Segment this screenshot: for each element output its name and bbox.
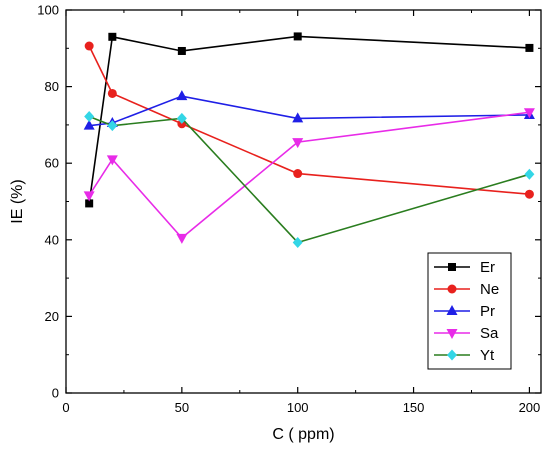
legend-marker — [447, 349, 457, 361]
legend-marker — [446, 305, 458, 315]
x-tick-label: 50 — [175, 400, 189, 415]
data-point — [293, 169, 303, 179]
data-point — [292, 236, 303, 248]
y-tick-label: 100 — [37, 3, 59, 18]
x-tick-label: 200 — [519, 400, 541, 415]
series-er — [85, 32, 534, 208]
data-point — [85, 199, 94, 208]
y-tick-label: 20 — [45, 309, 59, 324]
series-line — [88, 35, 530, 204]
series-sa — [83, 108, 535, 244]
x-tick-label: 150 — [403, 400, 425, 415]
legend-label: Sa — [480, 325, 499, 342]
data-point — [84, 110, 95, 122]
data-point — [523, 108, 535, 119]
legend-marker — [446, 329, 458, 339]
data-point — [177, 46, 186, 55]
legend-marker — [448, 263, 456, 271]
series-line — [88, 115, 530, 244]
data-point — [525, 43, 534, 52]
data-point — [293, 32, 302, 41]
legend-label: Er — [480, 259, 495, 276]
x-axis-title: C ( ppm) — [272, 426, 334, 443]
y-tick-label: 80 — [45, 79, 59, 94]
data-point — [84, 41, 94, 51]
legend-label: Pr — [480, 303, 495, 320]
legend-item-ne: Ne — [434, 281, 499, 298]
y-axis-title: IE (%) — [9, 179, 26, 223]
legend-label: Yt — [480, 347, 495, 364]
legend-item-er: Er — [434, 259, 495, 276]
data-point — [106, 155, 118, 166]
legend: Er Ne Pr Sa Yt — [427, 252, 512, 370]
data-point — [176, 112, 187, 124]
legend-marker — [447, 284, 457, 294]
y-tick-label: 60 — [45, 156, 59, 171]
y-tick-label: 0 — [52, 386, 59, 401]
data-point — [524, 189, 534, 199]
data-point — [83, 191, 95, 202]
data-point — [107, 88, 117, 98]
series-yt — [84, 110, 535, 248]
data-point — [108, 32, 117, 41]
data-point — [524, 168, 535, 180]
data-point — [176, 90, 188, 101]
data-point — [292, 112, 304, 123]
data-point — [107, 120, 118, 132]
x-tick-label: 100 — [287, 400, 309, 415]
data-point — [83, 119, 95, 130]
data-point — [292, 138, 304, 149]
y-tick-label: 40 — [45, 232, 59, 247]
x-tick-label: 0 — [62, 400, 69, 415]
data-point — [176, 233, 188, 244]
legend-label: Ne — [480, 281, 499, 298]
legend-item-yt: Yt — [434, 347, 495, 364]
legend-item-pr: Pr — [434, 303, 495, 320]
legend-item-sa: Sa — [434, 325, 499, 342]
